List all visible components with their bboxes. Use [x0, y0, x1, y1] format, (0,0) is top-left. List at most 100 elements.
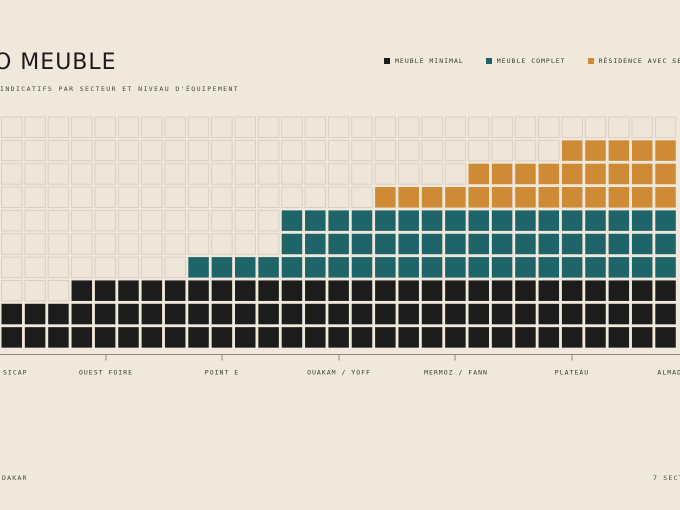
waffle-cell-empty: [71, 186, 93, 209]
waffle-cell-filled: [235, 257, 256, 278]
waffle-cell-filled: [141, 280, 163, 301]
waffle-cell-filled: [375, 187, 396, 208]
waffle-cell-filled: [608, 140, 630, 161]
waffle-cell-filled: [164, 327, 186, 348]
waffle-cell-filled: [305, 257, 326, 278]
waffle-cell-filled: [258, 303, 279, 325]
waffle-cell-empty: [281, 186, 303, 209]
waffle-cell-empty: [24, 116, 46, 138]
waffle-cell-empty: [374, 116, 397, 138]
x-tick-label: ALMAD: [657, 369, 680, 377]
waffle-cell-empty: [397, 116, 420, 138]
waffle-cell-filled: [48, 303, 69, 325]
legend-swatch-services: [587, 58, 594, 64]
waffle-cell-empty: [397, 139, 420, 162]
waffle-cell-filled: [468, 233, 489, 255]
waffle-cell-empty: [117, 139, 140, 162]
waffle-cell-filled: [631, 187, 653, 208]
waffle-cell-filled: [585, 280, 606, 301]
waffle-cell-filled: [94, 303, 116, 325]
waffle-cell-empty: [538, 116, 560, 138]
x-tick-label: MERMOZ / FANN: [424, 369, 488, 377]
waffle-cell-filled: [655, 187, 676, 208]
waffle-cell-filled: [655, 327, 676, 348]
waffle-cell-filled: [631, 327, 653, 348]
waffle-cell-filled: [118, 327, 139, 348]
waffle-cell-filled: [421, 233, 443, 255]
waffle-cell-filled: [538, 280, 560, 301]
waffle-cell-empty: [141, 209, 163, 232]
waffle-cell-filled: [351, 210, 373, 231]
waffle-cell-filled: [421, 303, 443, 325]
waffle-cell-filled: [515, 257, 536, 278]
waffle-cell-empty: [164, 233, 186, 255]
waffle-cell-filled: [561, 303, 583, 325]
waffle-cell-filled: [631, 140, 653, 161]
waffle-cell-empty: [421, 163, 443, 185]
waffle-cell-empty: [187, 233, 210, 255]
waffle-cell-filled: [468, 303, 489, 325]
waffle-cell-empty: [234, 139, 256, 162]
waffle-cell-empty: [608, 116, 630, 138]
waffle-cell-filled: [515, 233, 536, 255]
waffle-cell-filled: [24, 303, 46, 325]
waffle-cell-filled: [351, 280, 373, 301]
waffle-cell-filled: [375, 257, 396, 278]
waffle-cell-empty: [141, 139, 163, 162]
waffle-cell-empty: [374, 163, 397, 185]
waffle-cell-filled: [655, 210, 676, 231]
waffle-cell-empty: [1, 186, 23, 209]
waffle-cell-filled: [631, 303, 653, 325]
waffle-cell-filled: [94, 280, 116, 301]
waffle-cell-filled: [351, 233, 373, 255]
waffle-cell-filled: [608, 327, 630, 348]
legend-item-services: RÉSIDENCE AVEC SERVICES: [587, 57, 680, 65]
waffle-cell-filled: [561, 257, 583, 278]
waffle-cell-filled: [398, 280, 419, 301]
waffle-cell-filled: [118, 303, 139, 325]
waffle-cell-empty: [514, 139, 537, 162]
waffle-cell-filled: [585, 210, 606, 231]
waffle-cell-empty: [257, 116, 280, 138]
waffle-cell-filled: [468, 257, 489, 278]
waffle-cell-filled: [491, 303, 513, 325]
waffle-cell-filled: [351, 257, 373, 278]
waffle-cell-empty: [257, 186, 280, 209]
x-tick-label: OUAKAM / YOFF: [307, 369, 371, 377]
legend-swatch-complet: [485, 58, 492, 64]
waffle-cell-empty: [24, 233, 46, 255]
waffle-cell-filled: [211, 303, 233, 325]
waffle-cell-empty: [444, 163, 467, 185]
waffle-cell-filled: [351, 327, 373, 348]
waffle-cell-filled: [608, 257, 630, 278]
waffle-cell-filled: [141, 303, 163, 325]
waffle-cell-filled: [421, 187, 443, 208]
waffle-cell-empty: [47, 116, 70, 138]
waffle-cell-filled: [305, 303, 326, 325]
waffle-cell-filled: [188, 303, 209, 325]
waffle-cell-filled: [188, 327, 209, 348]
x-tick-label: PLATEAU: [555, 369, 589, 377]
legend-label-complet: MEUBLE COMPLET: [496, 57, 566, 65]
waffle-cell-empty: [47, 209, 70, 232]
waffle-cell-filled: [468, 163, 489, 185]
waffle-cell-empty: [304, 116, 327, 138]
waffle-cell-empty: [71, 139, 93, 162]
waffle-cell-filled: [608, 210, 630, 231]
waffle-cell-empty: [211, 163, 233, 185]
waffle-cell-empty: [584, 116, 607, 138]
x-tick-label: OUEST FOIRE: [79, 369, 133, 377]
waffle-cell-empty: [117, 209, 140, 232]
waffle-cell-filled: [305, 233, 326, 255]
waffle-cell-empty: [304, 139, 327, 162]
waffle-cell-filled: [491, 233, 513, 255]
waffle-cell-filled: [585, 187, 606, 208]
waffle-cell-empty: [351, 116, 373, 138]
waffle-cell-filled: [655, 303, 676, 325]
waffle-cell-empty: [71, 163, 93, 185]
waffle-cell-filled: [141, 327, 163, 348]
waffle-cell-filled: [585, 327, 606, 348]
waffle-cell-empty: [561, 116, 583, 138]
waffle-cell-empty: [24, 139, 46, 162]
